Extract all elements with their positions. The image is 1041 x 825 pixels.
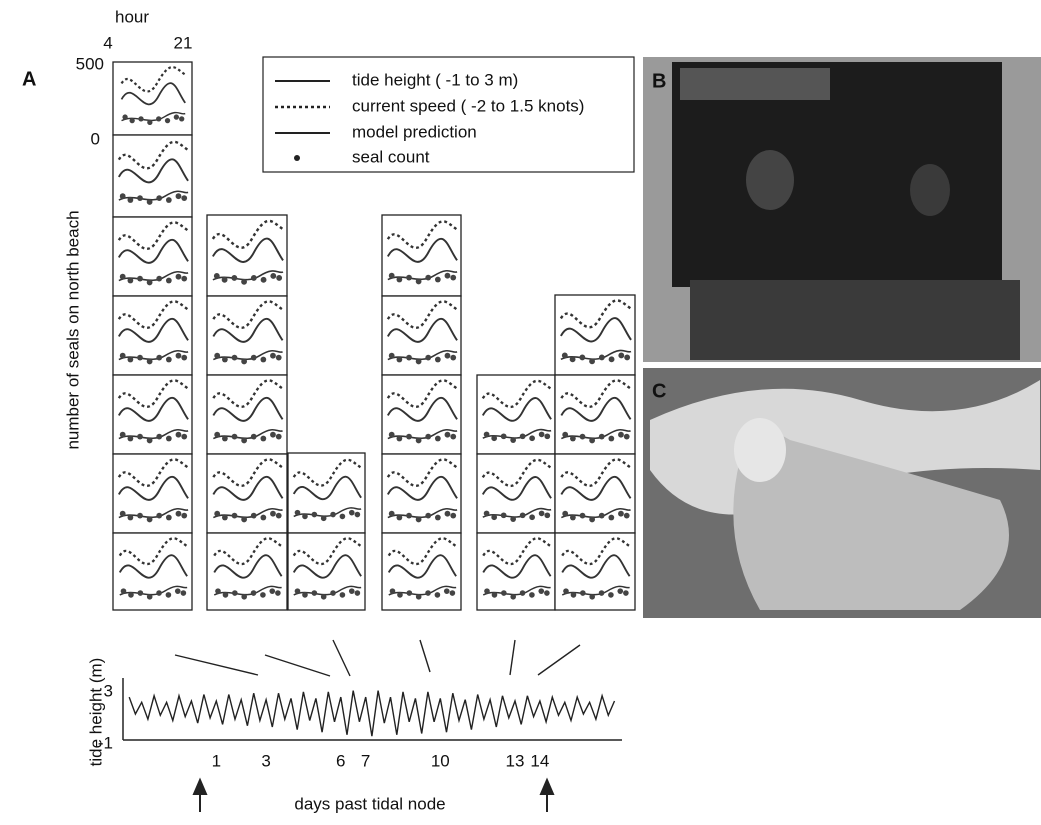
hour-start: 4 [103,33,112,52]
panel-label: C [652,380,666,402]
x-tick-label: 6 [336,751,345,770]
panel [287,532,366,611]
photo-c [643,368,1041,618]
x-tick-label: 10 [431,751,450,770]
panel [206,295,288,376]
panel [206,453,288,534]
arrows [192,777,555,812]
panel [554,453,636,534]
count-zero: 0 [91,129,100,148]
panel [112,61,193,136]
x-tick-label: 14 [530,751,549,770]
panel [112,295,193,376]
legend-label: tide height ( -1 to 3 m) [352,70,518,89]
x-tick-label: 7 [361,751,370,770]
panel [381,453,462,534]
legend-label: current speed ( -2 to 1.5 knots) [352,96,584,115]
panel [381,214,462,297]
panel [287,452,366,534]
panel [476,453,556,534]
panel-grid [112,61,636,611]
y-label: number of seals on north beach [63,210,82,449]
panel [554,294,636,376]
panel [112,134,193,218]
x-tick-label: 1 [212,751,221,770]
panel [554,532,636,611]
hour-end: 21 [174,33,193,52]
legend-box [262,56,635,173]
legend-label: model prediction [352,122,477,141]
legend: tide height ( -1 to 3 m) current speed (… [262,56,635,173]
panel-label: A [22,68,36,90]
panel [381,532,462,611]
y-axis-label: tide height (m) [86,658,105,767]
y-tick-label: 3 [104,681,113,700]
connectors [174,639,581,677]
panel [476,532,556,611]
panel [206,374,288,455]
hour-label: hour [115,7,149,26]
x-axis-label: days past tidal node [294,794,445,813]
x-tick-label: 13 [506,751,525,770]
panel [206,532,288,611]
x-tick-label: 3 [261,751,270,770]
panel [112,374,193,455]
panel [112,453,193,534]
panel [381,374,462,455]
y-tick-label: -1 [98,733,113,752]
panel [112,216,193,297]
panel-label: B [652,70,666,92]
photo-b [643,57,1041,362]
panel [554,374,636,455]
panel [112,532,193,611]
count-top: 500 [76,54,104,73]
panel [476,374,556,455]
panel [206,214,288,297]
tide-line [128,690,616,737]
legend-label: seal count [352,147,430,166]
panel [381,295,462,376]
legend-swatch [294,155,300,161]
